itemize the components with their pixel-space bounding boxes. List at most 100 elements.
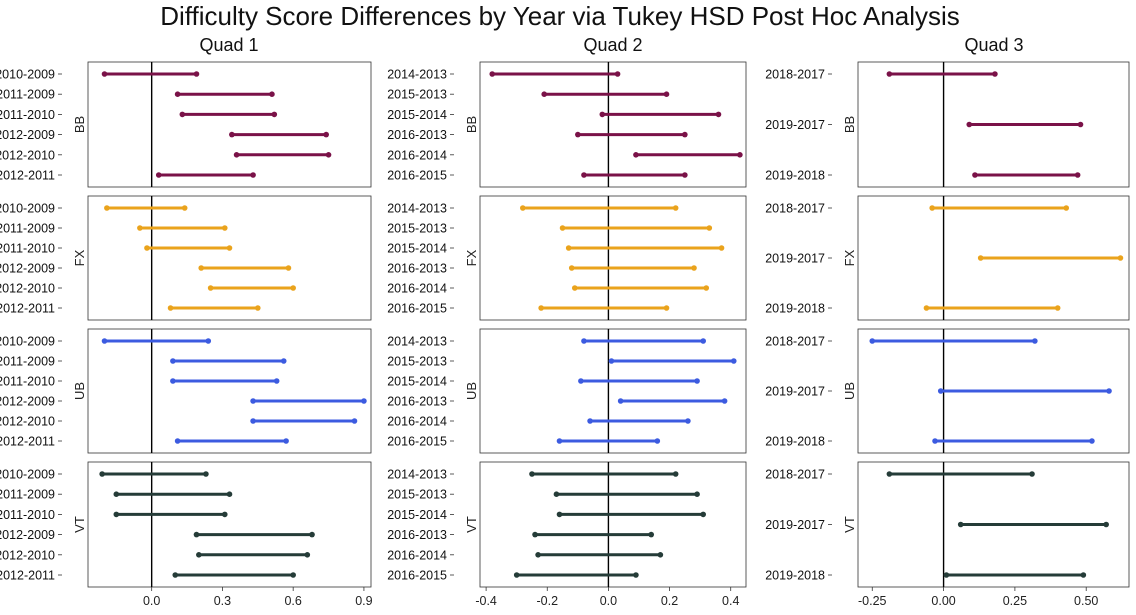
ci-upper-point-UB — [1032, 338, 1038, 344]
comparison-label: 2016-2013 — [387, 528, 447, 542]
ci-lower-point-FX — [559, 225, 566, 231]
event-label-UB: UB — [842, 382, 857, 400]
ci-upper-point-VT — [672, 471, 679, 477]
panel-border — [479, 61, 747, 188]
event-label-UB: UB — [464, 382, 479, 400]
comparison-label: 2015-2014 — [387, 508, 447, 522]
ci-lower-point-BB — [581, 172, 587, 178]
comparison-label: 2012-2009 — [0, 128, 55, 142]
quad-title-1: Quad 1 — [199, 35, 258, 55]
ci-upper-point-UB — [694, 378, 700, 384]
ci-upper-point-FX — [290, 285, 296, 291]
comparison-label: 2015-2013 — [387, 355, 447, 369]
ci-lower-point-UB — [170, 378, 176, 384]
ci-lower-point-UB — [101, 338, 108, 344]
event-label-BB: BB — [72, 116, 87, 133]
comparison-label: 2019-2018 — [765, 169, 825, 183]
ci-upper-point-VT — [309, 531, 315, 538]
comparison-label: 2019-2018 — [765, 435, 825, 449]
ci-upper-point-VT — [1103, 521, 1109, 528]
comparison-label: 2014-2013 — [387, 68, 447, 82]
ci-lower-point-UB — [937, 388, 944, 394]
ci-upper-point-FX — [1117, 255, 1124, 261]
ci-lower-point-BB — [599, 111, 606, 118]
panel-border — [87, 328, 372, 454]
comparison-label: 2019-2018 — [765, 569, 825, 583]
comparison-label: 2018-2017 — [765, 68, 825, 82]
comparison-label: 2011-2010 — [0, 242, 55, 256]
x-tick-label: 0.2 — [661, 594, 678, 608]
ci-lower-point-BB — [541, 91, 548, 97]
ci-lower-point-VT — [943, 572, 950, 578]
ci-upper-point-FX — [718, 245, 725, 251]
ci-upper-point-VT — [700, 511, 706, 518]
comparison-label: 2011-2010 — [0, 508, 55, 522]
ci-lower-point-BB — [155, 172, 162, 178]
x-tick-label: -0.4 — [475, 594, 497, 608]
x-tick-label: 0.9 — [355, 594, 372, 608]
comparison-label: 2016-2014 — [387, 415, 447, 429]
panel-border — [857, 461, 1130, 588]
comparison-label: 2018-2017 — [765, 335, 825, 349]
ci-upper-point-UB — [700, 338, 706, 344]
panel-border — [479, 195, 747, 321]
ci-upper-point-VT — [1029, 471, 1035, 477]
ci-lower-point-VT — [113, 511, 120, 518]
ci-lower-point-FX — [923, 305, 930, 311]
ci-upper-point-FX — [672, 205, 679, 211]
ci-upper-point-FX — [703, 285, 710, 291]
ci-upper-point-FX — [254, 305, 261, 311]
ci-upper-point-VT — [304, 552, 311, 558]
ci-lower-point-UB — [587, 418, 593, 424]
comparison-label: 2014-2013 — [387, 468, 447, 482]
comparison-label: 2011-2009 — [0, 355, 55, 369]
ci-upper-point-UB — [721, 398, 728, 404]
comparison-label: 2012-2010 — [0, 548, 55, 562]
ci-lower-point-BB — [229, 131, 235, 138]
ci-upper-point-UB — [654, 438, 661, 444]
ci-upper-point-BB — [193, 71, 200, 77]
ci-upper-point-FX — [663, 305, 670, 311]
ci-upper-point-FX — [226, 245, 233, 251]
comparison-label: 2010-2009 — [0, 335, 55, 349]
ci-upper-point-BB — [271, 111, 278, 118]
ci-upper-point-FX — [706, 225, 713, 231]
ci-lower-point-UB — [617, 398, 624, 404]
comparison-label: 2012-2010 — [0, 415, 55, 429]
ci-lower-point-VT — [172, 572, 179, 578]
ci-lower-point-VT — [886, 471, 893, 477]
x-tick-label: 0.25 — [1003, 594, 1027, 608]
comparison-label: 2012-2010 — [0, 148, 55, 162]
comparison-label: 2016-2015 — [387, 169, 447, 183]
comparison-label: 2012-2010 — [0, 282, 55, 296]
ci-upper-point-UB — [730, 358, 737, 364]
comparison-label: 2015-2013 — [387, 222, 447, 236]
ci-lower-point-VT — [193, 531, 200, 538]
ci-lower-point-UB — [170, 358, 176, 364]
ci-upper-point-UB — [273, 378, 280, 384]
ci-lower-point-VT — [556, 511, 563, 518]
comparison-label: 2016-2013 — [387, 262, 447, 276]
comparison-label: 2016-2014 — [387, 282, 447, 296]
ci-lower-point-VT — [957, 521, 964, 528]
ci-lower-point-VT — [99, 471, 105, 477]
ci-lower-point-FX — [520, 205, 526, 211]
ci-lower-point-FX — [198, 265, 204, 271]
ci-upper-point-BB — [1074, 172, 1081, 178]
comparison-label: 2012-2011 — [0, 169, 55, 183]
ci-upper-point-BB — [737, 152, 743, 158]
event-label-FX: FX — [72, 249, 87, 266]
ci-lower-point-UB — [174, 438, 181, 444]
comparison-label: 2011-2009 — [0, 488, 55, 502]
ci-lower-point-VT — [535, 552, 541, 558]
ci-upper-point-FX — [1054, 305, 1061, 311]
ci-upper-point-BB — [323, 131, 329, 138]
x-tick-label: 0.00 — [931, 594, 955, 608]
x-tick-label: 0.4 — [722, 594, 739, 608]
ci-lower-point-FX — [929, 205, 935, 211]
comparison-label: 2012-2009 — [0, 395, 55, 409]
ci-lower-point-VT — [196, 552, 202, 558]
ci-lower-point-VT — [529, 471, 535, 477]
x-tick-label: 0.6 — [284, 594, 301, 608]
ci-lower-point-UB — [932, 438, 938, 444]
